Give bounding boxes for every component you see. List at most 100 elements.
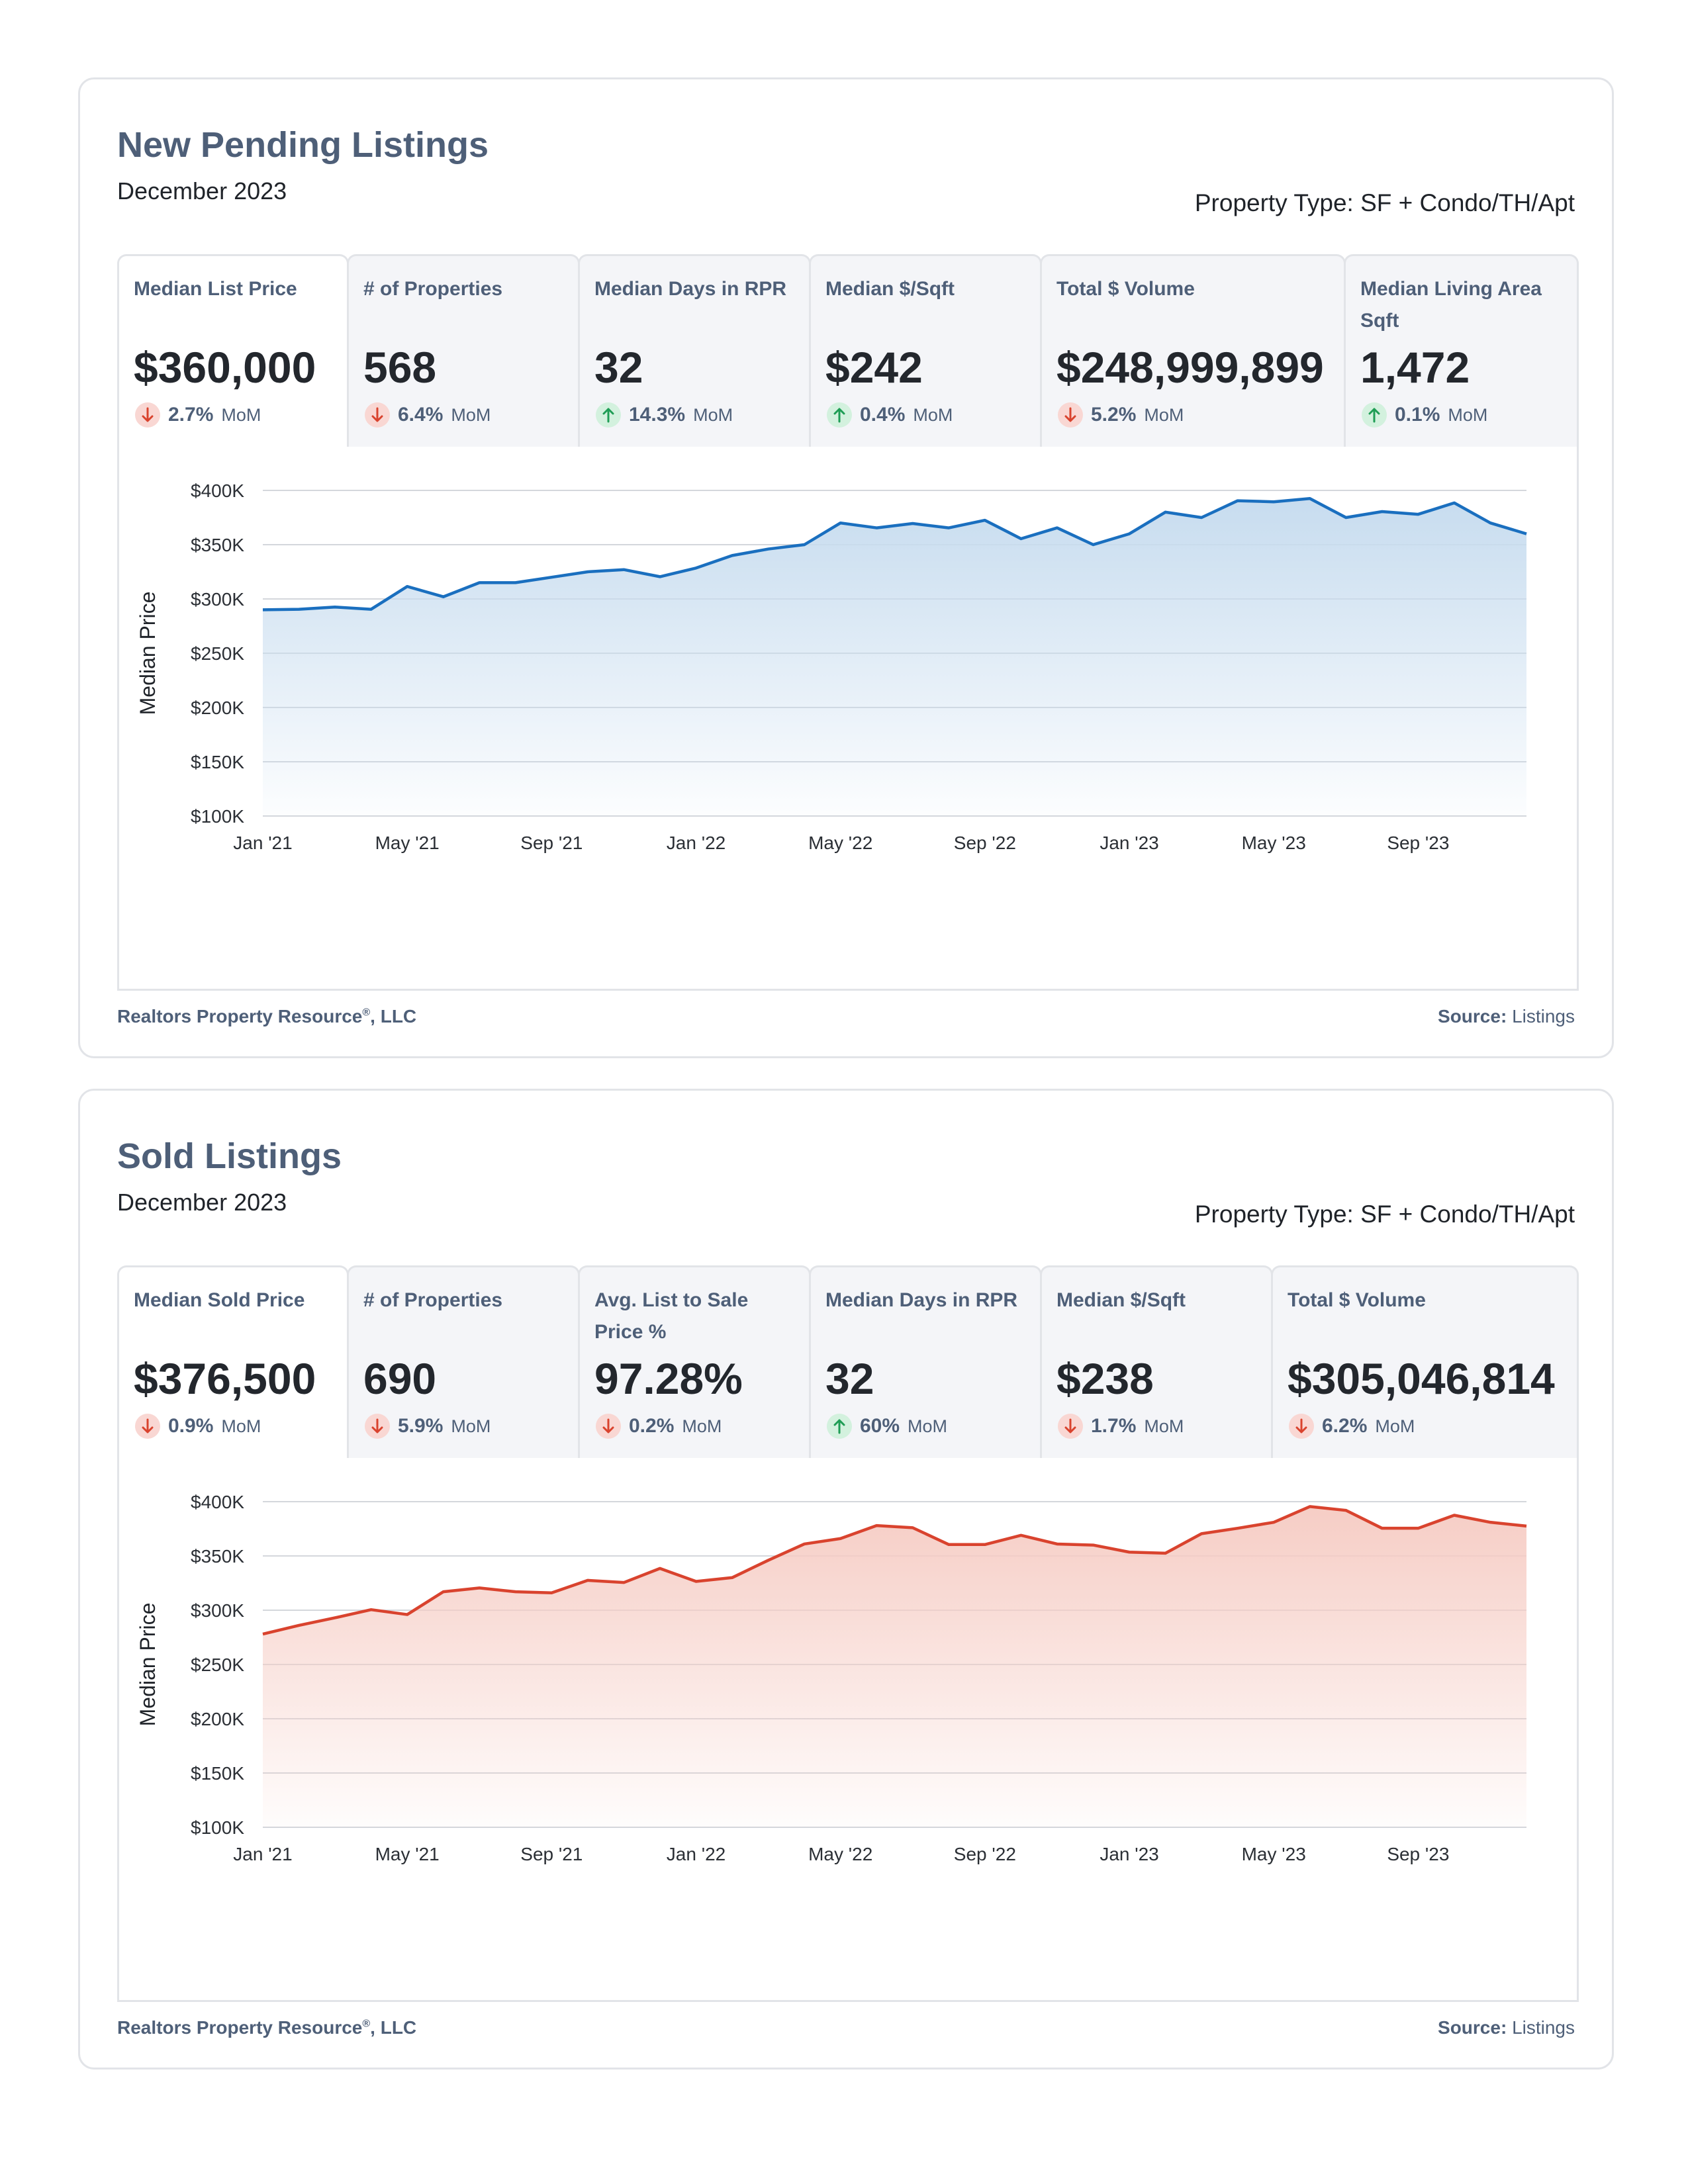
metric-change: 0.4% MoM [827, 402, 953, 428]
data-point[interactable] [870, 1519, 883, 1532]
data-point[interactable] [1520, 1520, 1533, 1533]
y-tick-label: $250K [191, 1655, 244, 1675]
data-point[interactable] [256, 1627, 269, 1641]
metric-change-period: MoM [1448, 404, 1488, 425]
data-point[interactable] [1339, 511, 1352, 524]
data-point[interactable] [1086, 538, 1100, 551]
metric-tab-list-to-sale[interactable]: Avg. List to Sale Price % 97.28% 0.2% Mo… [578, 1265, 811, 1460]
sold-price-chart: $400K $350K $300K $250K $200K $150K $100K Jan '… [136, 1492, 1533, 1864]
data-point[interactable] [653, 1562, 667, 1575]
data-point[interactable] [1195, 511, 1208, 524]
data-point[interactable] [400, 1608, 414, 1621]
metric-tab-total-volume[interactable]: Total $ Volume $248,999,899 5.2% MoM [1040, 254, 1346, 449]
y-tick-label: $150K [191, 1763, 244, 1784]
card-subtitle: December 2023 [117, 177, 287, 205]
metric-tab-median-list-price[interactable]: Median List Price $360,000 2.7% MoM [117, 254, 349, 449]
data-point[interactable] [1376, 505, 1389, 518]
metric-tab-median-living-area[interactable]: Median Living Area Sqft 1,472 0.1% MoM [1344, 254, 1579, 449]
data-point[interactable] [1411, 508, 1425, 521]
data-point[interactable] [617, 563, 630, 576]
data-point[interactable] [509, 1585, 522, 1598]
data-point[interactable] [1159, 1547, 1172, 1560]
data-point[interactable] [942, 522, 955, 535]
data-point[interactable] [365, 1603, 378, 1616]
data-point[interactable] [1014, 1529, 1027, 1542]
data-point[interactable] [365, 603, 378, 616]
data-point[interactable] [545, 1586, 558, 1600]
y-tick-label: $100K [191, 1817, 244, 1838]
data-point[interactable] [1303, 1500, 1317, 1513]
data-point[interactable] [1448, 1509, 1461, 1522]
data-point[interactable] [1231, 494, 1244, 508]
data-point[interactable] [1051, 522, 1064, 535]
data-point[interactable] [1483, 1516, 1497, 1529]
data-point[interactable] [617, 1576, 630, 1589]
data-point[interactable] [1086, 1539, 1100, 1552]
data-point[interactable] [545, 570, 558, 584]
data-point[interactable] [256, 603, 269, 616]
data-point[interactable] [942, 1538, 955, 1551]
data-point[interactable] [762, 1554, 775, 1567]
data-point[interactable] [581, 565, 594, 578]
data-point[interactable] [1267, 1516, 1280, 1529]
data-point[interactable] [798, 1537, 811, 1551]
metric-tab-median-price-sqft[interactable]: Median $/Sqft $238 1.7% MoM [1040, 1265, 1273, 1460]
data-point[interactable] [690, 1575, 703, 1588]
data-point[interactable] [509, 576, 522, 589]
data-point[interactable] [726, 549, 739, 562]
y-tick-label: $350K [191, 1546, 244, 1567]
data-point[interactable] [1376, 1522, 1389, 1535]
data-point[interactable] [690, 561, 703, 574]
data-point[interactable] [473, 1581, 486, 1594]
metric-tab-median-sold-price[interactable]: Median Sold Price $376,500 0.9% MoM [117, 1265, 349, 1460]
metric-tab-median-days[interactable]: Median Days in RPR 32 14.3% MoM [578, 254, 811, 449]
data-point[interactable] [1411, 1522, 1425, 1535]
data-point[interactable] [1339, 1504, 1352, 1517]
metric-tab-total-volume[interactable]: Total $ Volume $305,046,814 6.2% MoM [1271, 1265, 1579, 1460]
metric-change: 6.4% MoM [365, 402, 491, 428]
metric-tab-num-properties[interactable]: # of Properties 690 5.9% MoM [347, 1265, 580, 1460]
data-point[interactable] [1159, 506, 1172, 519]
data-point[interactable] [328, 600, 342, 614]
footer-company: Realtors Property Resource®, LLC [117, 1006, 416, 1027]
data-point[interactable] [1267, 495, 1280, 508]
data-point[interactable] [978, 1538, 992, 1551]
metric-change-period: MoM [693, 404, 733, 425]
data-point[interactable] [437, 1585, 450, 1598]
data-point[interactable] [834, 516, 847, 529]
data-point[interactable] [834, 1532, 847, 1545]
data-point[interactable] [1051, 1537, 1064, 1551]
data-point[interactable] [1123, 1545, 1136, 1559]
metric-tab-num-properties[interactable]: # of Properties 568 6.4% MoM [347, 254, 580, 449]
data-point[interactable] [870, 522, 883, 535]
footer-company-name: Realtors Property Resource [117, 1006, 363, 1026]
card-title: Sold Listings [117, 1136, 342, 1176]
arrow-down-icon [135, 402, 160, 428]
data-point[interactable] [473, 576, 486, 589]
data-point[interactable] [906, 517, 919, 530]
data-point[interactable] [400, 580, 414, 593]
source-value: Listings [1512, 1006, 1575, 1026]
data-point[interactable] [1483, 516, 1497, 529]
metric-tab-median-price-sqft[interactable]: Median $/Sqft $242 0.4% MoM [809, 254, 1042, 449]
data-point[interactable] [906, 1521, 919, 1534]
data-point[interactable] [653, 570, 667, 583]
data-point[interactable] [1520, 527, 1533, 541]
data-point[interactable] [726, 1571, 739, 1584]
data-point[interactable] [762, 543, 775, 556]
data-point[interactable] [1123, 527, 1136, 541]
data-point[interactable] [1014, 532, 1027, 545]
data-point[interactable] [798, 538, 811, 551]
data-point[interactable] [293, 603, 306, 616]
metric-value: $242 [825, 343, 923, 392]
data-point[interactable] [581, 1574, 594, 1587]
data-point[interactable] [1303, 492, 1317, 505]
data-point[interactable] [1195, 1527, 1208, 1540]
data-point[interactable] [328, 1611, 342, 1624]
data-point[interactable] [1231, 1522, 1244, 1535]
metric-tab-median-days[interactable]: Median Days in RPR 32 60% MoM [809, 1265, 1042, 1460]
data-point[interactable] [978, 514, 992, 527]
data-point[interactable] [1448, 496, 1461, 510]
data-point[interactable] [293, 1619, 306, 1632]
data-point[interactable] [437, 590, 450, 604]
